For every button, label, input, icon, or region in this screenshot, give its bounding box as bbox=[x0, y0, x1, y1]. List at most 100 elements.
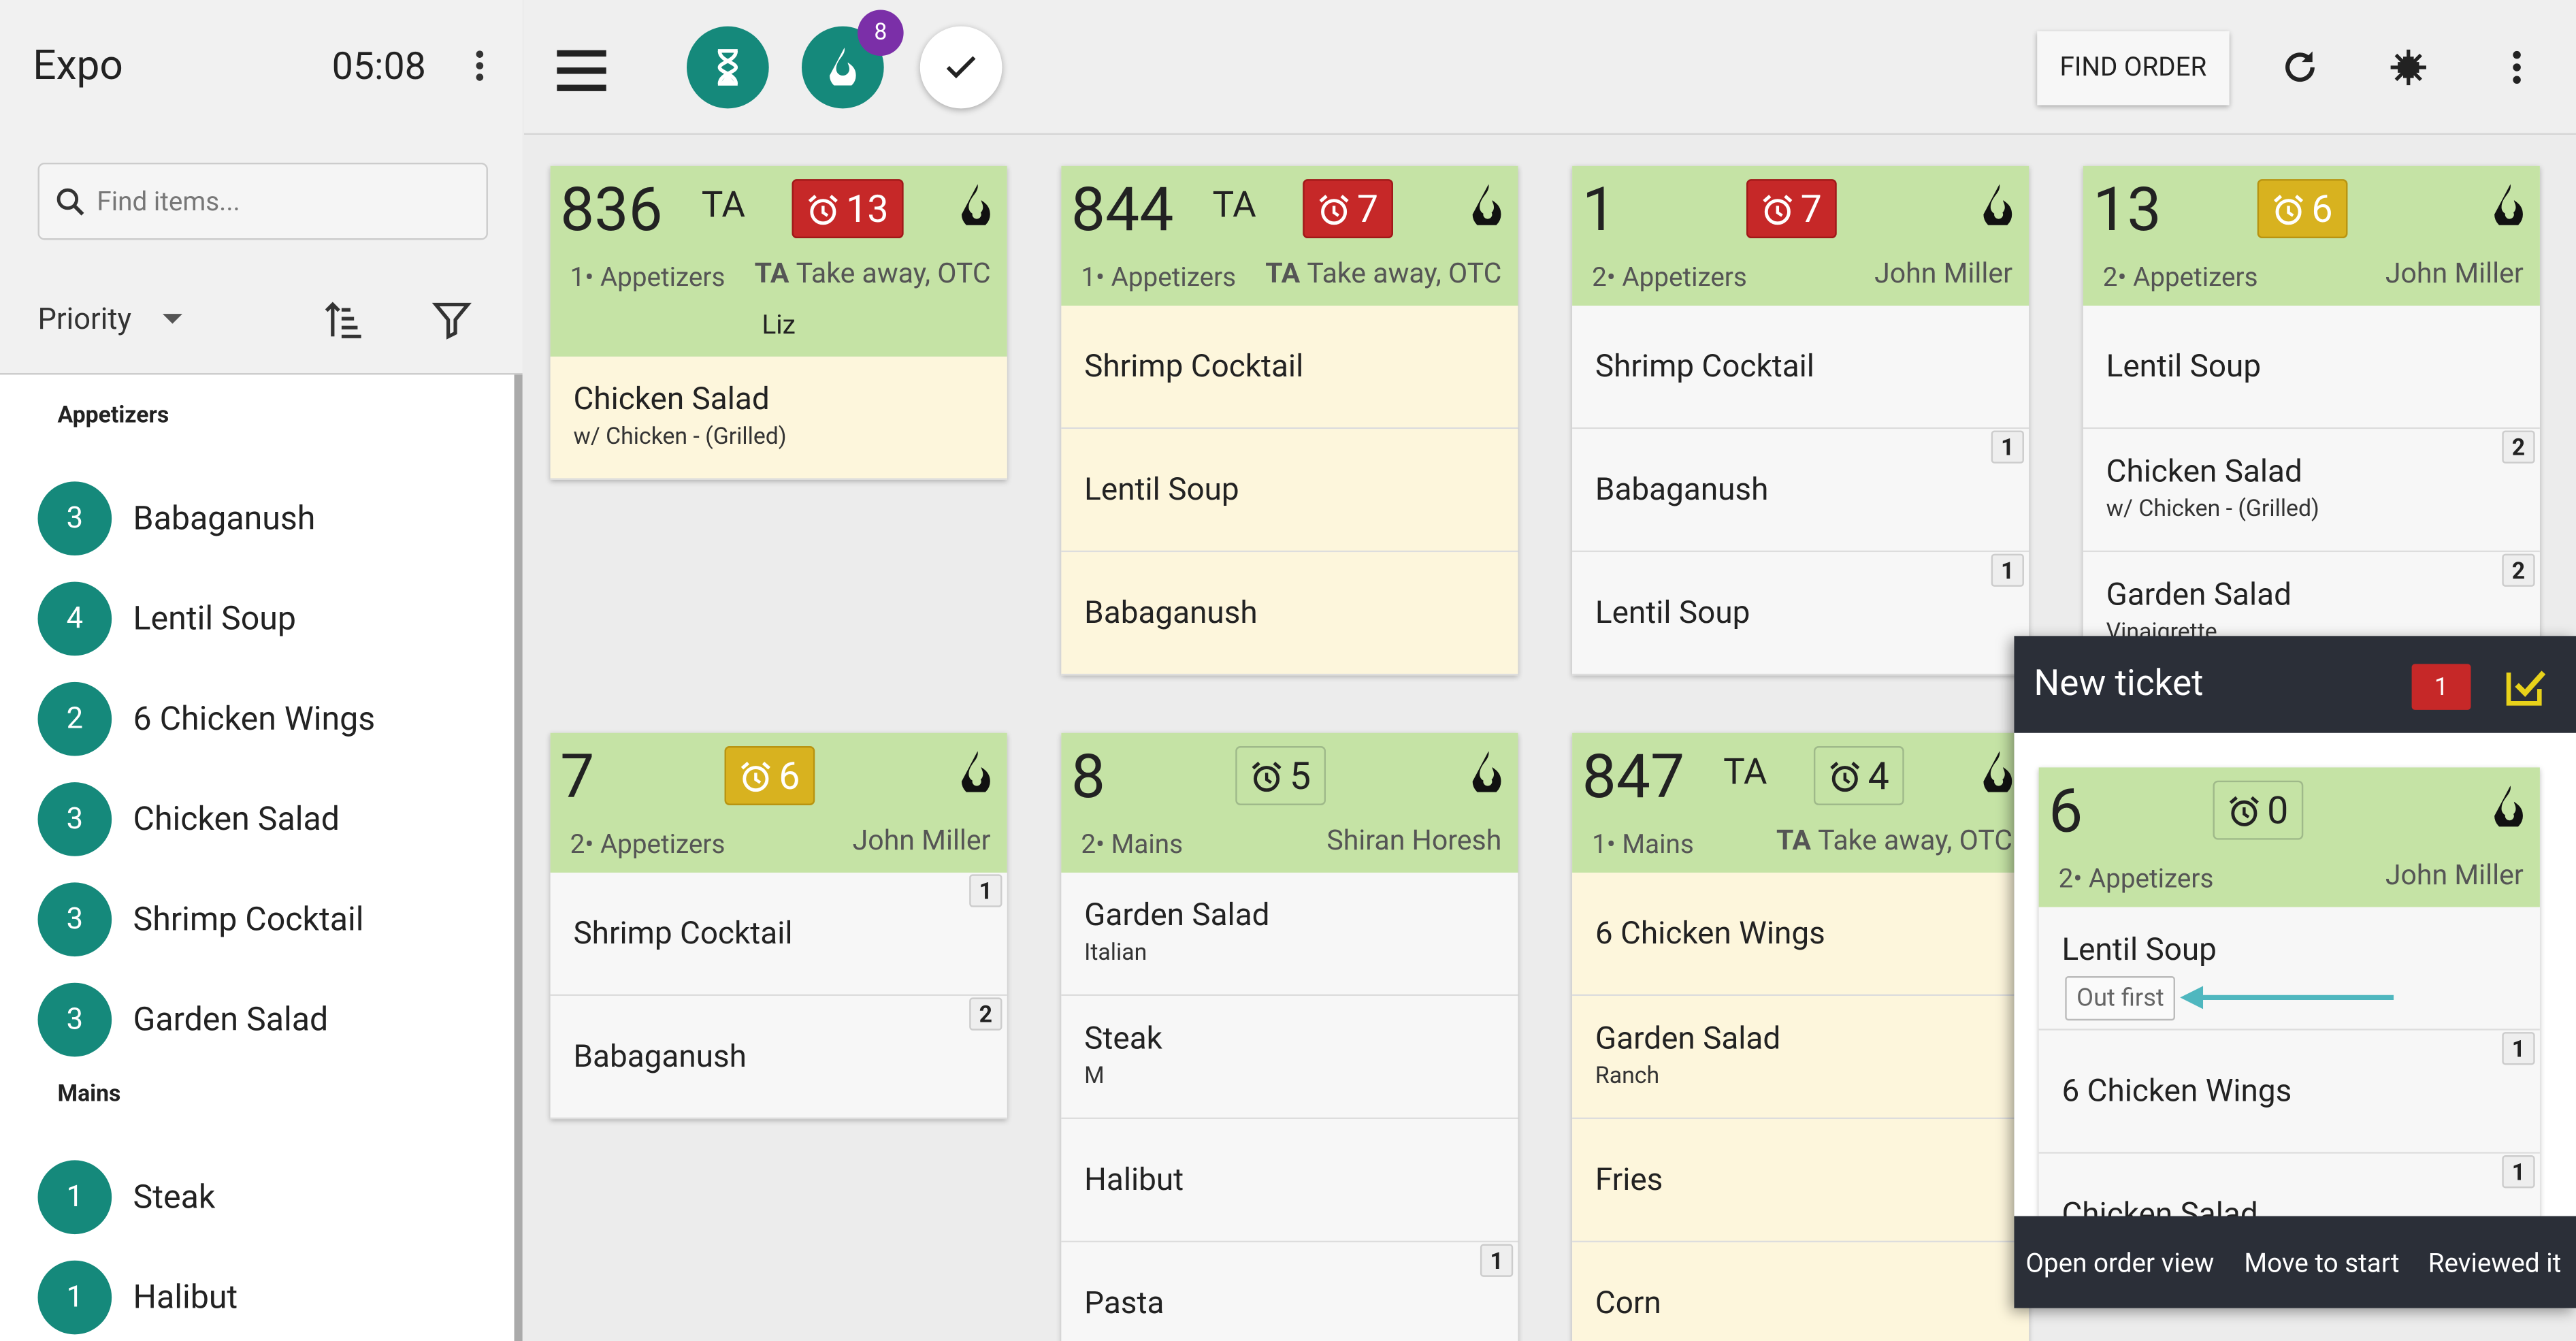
group-heading: Appetizers bbox=[57, 402, 169, 430]
item-name: Garden Salad bbox=[1084, 895, 1270, 934]
popup-action[interactable]: Move to start bbox=[2244, 1247, 2400, 1279]
alarm-icon bbox=[1249, 759, 1285, 795]
ticket-item[interactable]: 6 Chicken Wings 1 bbox=[2038, 1030, 2540, 1154]
ticket-item[interactable]: Chicken Salad 1 bbox=[2038, 1153, 2540, 1216]
ticket-item[interactable]: Garden Salad Ranch bbox=[1572, 996, 2029, 1120]
item-quantity: 2 bbox=[969, 997, 1002, 1031]
ticket-header: 6 0 2• Appetizers John Miller bbox=[2038, 767, 2540, 907]
order-type: TA bbox=[1212, 185, 1256, 227]
sort-dropdown[interactable]: Priority bbox=[38, 301, 202, 340]
ticket-item[interactable]: Pasta 1 bbox=[1061, 1242, 1518, 1341]
icon bbox=[1472, 184, 1501, 225]
hamburger-button[interactable] bbox=[552, 41, 611, 100]
popup-body: 6 0 2• Appetizers John Miller Lentil Soup Out… bbox=[2014, 732, 2576, 1216]
sidebar-item[interactable]: 1 Steak bbox=[0, 1160, 509, 1235]
timer-value: 4 bbox=[1868, 754, 1889, 799]
ticket[interactable]: 847 TA 4 1• Mains TA Take away, OTC 6 Chicken… bbox=[1572, 732, 2029, 1341]
sidebar-item[interactable]: 3 Chicken Salad bbox=[0, 782, 509, 858]
guest-name: John Miller bbox=[1874, 258, 2013, 291]
ticket-item[interactable]: Lentil Soup 1 bbox=[1572, 552, 2029, 676]
sidebar-item[interactable]: 2 6 Chicken Wings bbox=[0, 681, 509, 758]
order-type: TA bbox=[1723, 752, 1767, 794]
ticket[interactable]: 6 0 2• Appetizers John Miller Lentil Soup Out… bbox=[2038, 767, 2540, 1216]
timer-badge: 6 bbox=[724, 746, 815, 805]
ticket-item[interactable]: Corn bbox=[1572, 1242, 2029, 1341]
ticket[interactable]: 7 6 2• Appetizers John Miller Shrimp Cocktai… bbox=[550, 732, 1007, 1120]
ticket-number: 847 bbox=[1582, 743, 1685, 814]
icon bbox=[1252, 762, 1282, 792]
item-quantity: 1 bbox=[1991, 430, 2024, 464]
ticket-item[interactable]: Babaganush bbox=[1061, 552, 1518, 676]
icon bbox=[2285, 51, 2315, 82]
destination: TA Take away, OTC bbox=[755, 258, 991, 291]
fire-icon bbox=[1465, 182, 1508, 225]
icon bbox=[1763, 195, 1793, 225]
menu-button[interactable] bbox=[460, 46, 500, 89]
item-count: 1 bbox=[37, 1160, 112, 1235]
ticket[interactable]: 8 5 2• Mains Shiran Horesh Garden Salad Itali… bbox=[1061, 732, 1518, 1341]
item-name: Halibut bbox=[1084, 1160, 1184, 1198]
ticket-item[interactable]: Chicken Salad w/ Chicken - (Grilled) 2 bbox=[2083, 429, 2540, 553]
popup-action[interactable]: Open order view bbox=[2025, 1247, 2215, 1279]
sidebar-item[interactable]: 1 Halibut bbox=[0, 1260, 509, 1336]
ticket-item[interactable]: Lentil Soup bbox=[1061, 429, 1518, 553]
review-all-button[interactable] bbox=[2500, 662, 2549, 711]
ticket-header: 1 7 2• Appetizers John Miller bbox=[1572, 165, 2029, 306]
item-quantity: 1 bbox=[969, 874, 1002, 907]
search-placeholder: Find items... bbox=[97, 185, 240, 217]
more-button[interactable] bbox=[2496, 46, 2539, 89]
timer-value: 6 bbox=[779, 754, 800, 799]
find-order-button[interactable]: FIND ORDER bbox=[2037, 31, 2230, 106]
filter-button[interactable] bbox=[430, 297, 473, 340]
ticket-item[interactable]: Halibut bbox=[1061, 1119, 1518, 1243]
ticket-item[interactable]: Babaganush 2 bbox=[550, 996, 1007, 1120]
ticket-item[interactable]: Chicken Salad w/ Chicken - (Grilled) bbox=[550, 356, 1007, 480]
ticket-item[interactable]: Steak M bbox=[1061, 996, 1518, 1120]
search-box[interactable]: Find items... bbox=[37, 163, 488, 240]
refresh-button[interactable] bbox=[2279, 46, 2321, 89]
ticket-header: 836 TA 13 1• Appetizers TA Take away, OTC Liz bbox=[550, 165, 1007, 357]
hourglass-button[interactable] bbox=[687, 26, 769, 109]
fire-icon bbox=[1465, 749, 1508, 792]
course: 1• Mains bbox=[1592, 828, 1694, 860]
icon bbox=[2513, 50, 2521, 84]
icon bbox=[1830, 762, 1860, 792]
ticket-item[interactable]: Babaganush 1 bbox=[1572, 429, 2029, 553]
icon bbox=[808, 195, 838, 225]
fire-filter-button[interactable]: 8 bbox=[801, 10, 904, 109]
ticket-item[interactable]: Lentil Soup Out first bbox=[2038, 907, 2540, 1031]
sidebar-item[interactable]: 4 Lentil Soup bbox=[0, 581, 509, 658]
sidebar-item[interactable]: 3 Shrimp Cocktail bbox=[0, 882, 509, 958]
popup-title: New ticket bbox=[2034, 664, 2204, 705]
item-name: Shrimp Cocktail bbox=[1084, 346, 1304, 385]
ticket-item[interactable]: Fries bbox=[1572, 1119, 2029, 1243]
item-quantity: 2 bbox=[2502, 430, 2535, 464]
ticket-item[interactable]: Garden Salad Italian bbox=[1061, 872, 1518, 997]
ticket-item[interactable]: Shrimp Cocktail bbox=[1061, 306, 1518, 430]
sidebar-item[interactable]: 3 Babaganush bbox=[0, 481, 509, 557]
ticket-item[interactable]: Shrimp Cocktail bbox=[1572, 306, 2029, 430]
ticket[interactable]: 844 TA 7 1• Appetizers TA Take away, OTC Shri… bbox=[1061, 165, 1518, 676]
ticket-item[interactable]: 6 Chicken Wings bbox=[1572, 872, 2029, 997]
item-name: 6 Chicken Wings bbox=[1595, 914, 1825, 952]
sort-order-button[interactable] bbox=[322, 299, 365, 342]
guest-name: John Miller bbox=[852, 824, 991, 858]
done-filter-button[interactable] bbox=[919, 26, 1002, 109]
ticket[interactable]: 13 6 2• Appetizers John Miller Lentil Soup Ch… bbox=[2083, 165, 2540, 676]
ticket[interactable]: 836 TA 13 1• Appetizers TA Take away, OTC Liz… bbox=[550, 165, 1007, 480]
ticket[interactable]: 1 7 2• Appetizers John Miller Shrimp Cocktai… bbox=[1572, 165, 2029, 676]
guest-name: Shiran Horesh bbox=[1326, 824, 1502, 858]
sidebar-item[interactable]: 3 Garden Salad bbox=[0, 982, 509, 1059]
ticket-number: 13 bbox=[2093, 176, 2162, 247]
sidebar: Expo 05:08 Find items... Priority Appetizers… bbox=[0, 0, 523, 1341]
item-name: Steak bbox=[133, 1176, 216, 1216]
ticket-board: 836 TA 13 1• Appetizers TA Take away, OTC Liz… bbox=[524, 136, 2576, 1341]
timer-value: 6 bbox=[2311, 187, 2333, 232]
timer-badge: 13 bbox=[792, 179, 904, 239]
icon bbox=[1983, 184, 2012, 225]
popup-action[interactable]: Reviewed it bbox=[2428, 1247, 2562, 1279]
ticket-item[interactable]: Shrimp Cocktail 1 bbox=[550, 872, 1007, 997]
icon bbox=[2494, 184, 2523, 225]
ticket-item[interactable]: Lentil Soup bbox=[2083, 306, 2540, 430]
collapse-button[interactable] bbox=[2387, 46, 2430, 89]
